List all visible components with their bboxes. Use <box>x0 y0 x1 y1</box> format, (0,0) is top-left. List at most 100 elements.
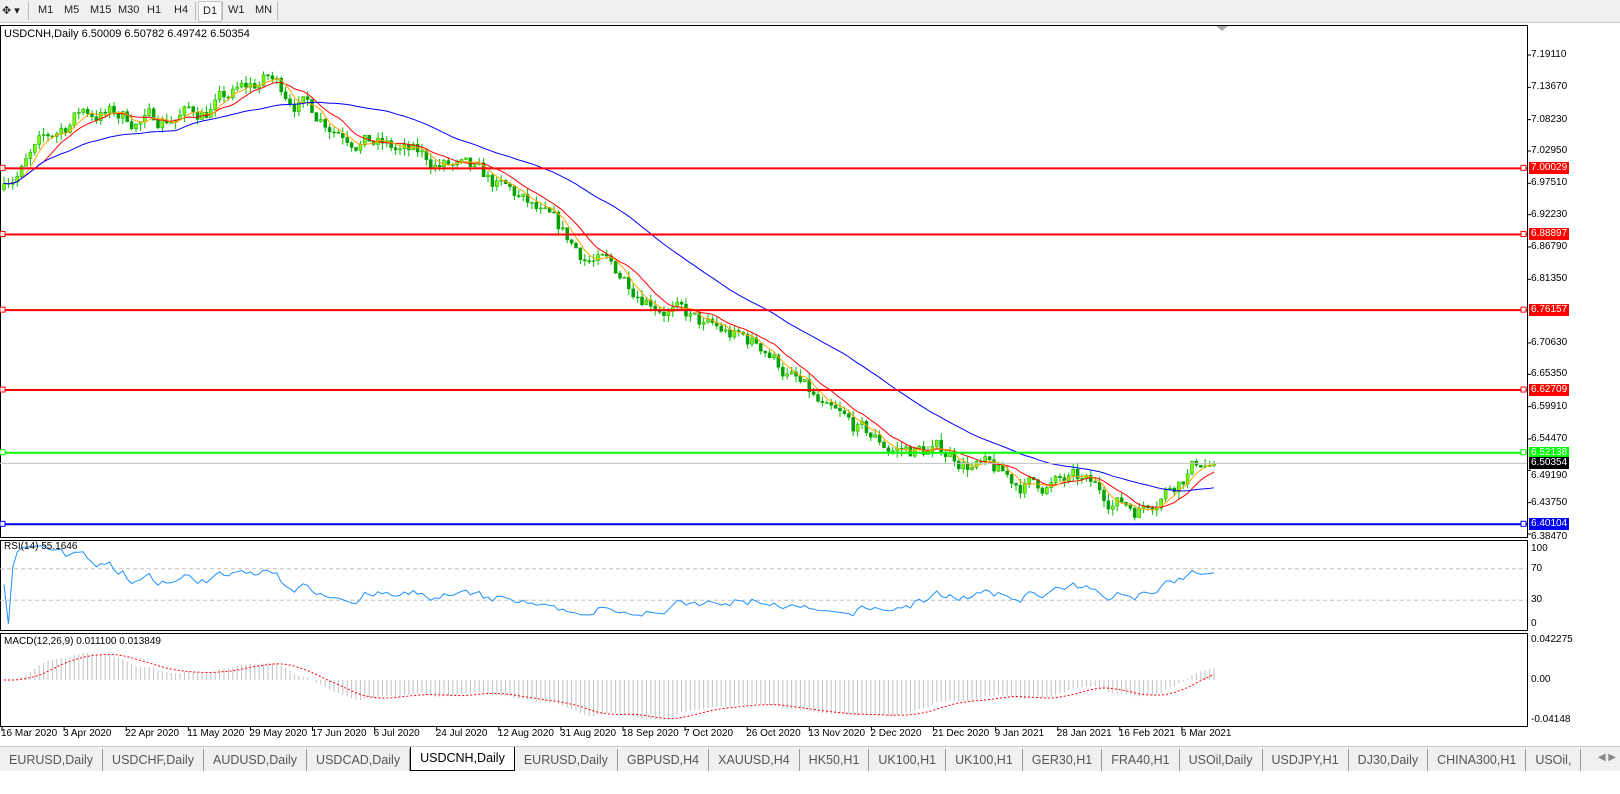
chart-tab[interactable]: USOil, <box>1526 749 1582 771</box>
price-tick: 7.02950 <box>1531 144 1568 156</box>
date-tick: 2 Dec 2020 <box>870 728 922 739</box>
candle <box>600 254 605 256</box>
chart-tab[interactable]: USDCHF,Daily <box>103 749 204 771</box>
candle <box>820 400 825 403</box>
chart-tool-dropdown[interactable]: ✥ ▾ <box>2 5 20 17</box>
chart-tab[interactable]: DJ30,Daily <box>1349 749 1429 771</box>
candle <box>996 464 1001 472</box>
level-handle[interactable] <box>0 306 6 313</box>
price-tick: 6.49190 <box>1531 470 1568 482</box>
candle <box>543 207 547 209</box>
candle <box>842 410 847 414</box>
level-handle[interactable] <box>0 164 6 171</box>
candle <box>525 193 530 203</box>
timeframe-d1[interactable]: D1 <box>198 1 223 22</box>
level-handle[interactable] <box>0 386 6 393</box>
candle <box>156 119 160 129</box>
candle <box>750 337 754 345</box>
candle <box>688 313 693 317</box>
candle <box>305 96 310 100</box>
candle <box>63 128 68 133</box>
candle <box>803 379 807 382</box>
level-price-tag: 6.52138 <box>1529 446 1570 459</box>
candle <box>649 299 653 307</box>
candle <box>825 402 829 404</box>
level-handle[interactable] <box>0 520 6 527</box>
chart-canvas[interactable] <box>0 24 1620 746</box>
chart-tab[interactable]: USDJPY,H1 <box>1263 749 1349 771</box>
candle <box>723 329 728 332</box>
chart-tab[interactable]: EURUSD,Daily <box>515 749 618 771</box>
candle <box>1027 476 1031 484</box>
price-tick: 7.19110 <box>1531 49 1567 60</box>
candle <box>1181 481 1185 485</box>
timeframe-w1[interactable]: W1 <box>228 4 245 16</box>
timeframe-h1[interactable]: H1 <box>147 4 162 16</box>
candle <box>354 147 358 151</box>
candle <box>398 148 402 151</box>
chart-tab[interactable]: AUDUSD,Daily <box>204 749 308 771</box>
timeframe-m5[interactable]: M5 <box>64 4 80 16</box>
timeframe-m1[interactable]: M1 <box>38 4 54 16</box>
rsi-pane <box>0 540 1528 631</box>
candle <box>15 176 19 183</box>
level-price-tag: 6.76157 <box>1529 304 1570 317</box>
candle <box>1058 476 1062 478</box>
moving-average-line <box>3 101 1215 492</box>
timeframe-m30[interactable]: M30 <box>118 4 140 16</box>
level-price-tag: 7.00029 <box>1529 162 1570 175</box>
timeframe-m15[interactable]: M15 <box>90 4 112 16</box>
chart-tab[interactable]: GER30,H1 <box>1023 749 1103 771</box>
candle <box>464 157 468 160</box>
chart-tab[interactable]: XAUUSD,H4 <box>709 749 800 771</box>
candle <box>1133 508 1137 518</box>
level-handle[interactable] <box>1520 449 1527 456</box>
main-pane <box>0 25 1528 538</box>
candle <box>574 242 578 249</box>
candle <box>587 260 591 262</box>
candle <box>622 277 627 279</box>
candle <box>781 367 785 377</box>
timeframe-mn[interactable]: MN <box>255 4 273 16</box>
candle <box>389 140 393 148</box>
chart-tab[interactable]: GBPUSD,H4 <box>618 749 710 771</box>
chart-tab[interactable]: USDCAD,Daily <box>307 749 411 771</box>
tab-scroll-arrows[interactable]: ◀ ▶ <box>1597 752 1616 763</box>
timeframe-h4[interactable]: H4 <box>174 4 189 16</box>
chart-tab[interactable]: USOil,Daily <box>1180 749 1263 771</box>
chart-tab[interactable]: HK50,H1 <box>800 749 870 771</box>
candle <box>72 112 77 126</box>
chart-tab[interactable]: UK100,H1 <box>946 749 1023 771</box>
level-handle[interactable] <box>1520 520 1527 527</box>
chart-tab[interactable]: EURUSD,Daily <box>0 749 104 771</box>
level-handle[interactable] <box>0 230 6 237</box>
level-handle[interactable] <box>1520 306 1527 313</box>
candle <box>631 288 635 298</box>
candle <box>77 112 81 114</box>
candle <box>578 247 583 261</box>
level-handle[interactable] <box>1520 164 1527 171</box>
level-price-tag: 6.62709 <box>1529 384 1570 397</box>
candle <box>323 119 327 128</box>
rsi-tick: 0 <box>1531 618 1537 629</box>
candle <box>2 183 6 190</box>
candle <box>85 108 90 115</box>
candle <box>596 254 600 261</box>
level-handle[interactable] <box>1520 230 1527 237</box>
candle <box>297 102 301 112</box>
chart-tab[interactable]: FRA40,H1 <box>1102 749 1180 771</box>
price-tick: 7.13670 <box>1531 81 1568 93</box>
date-tick: 21 Dec 2020 <box>932 728 990 739</box>
candle <box>1071 469 1075 476</box>
candle <box>1040 487 1045 494</box>
level-handle[interactable] <box>1520 386 1527 393</box>
candle <box>785 373 789 377</box>
chart-tab[interactable]: CHINA300,H1 <box>1428 749 1527 771</box>
candle <box>1009 474 1014 484</box>
chart-tab[interactable]: UK100,H1 <box>869 749 947 771</box>
chart-tab[interactable]: USDCNH,Daily <box>410 747 515 771</box>
candle <box>530 202 534 204</box>
candle <box>1128 504 1133 509</box>
date-tick: 22 Apr 2020 <box>125 728 180 739</box>
level-handle[interactable] <box>0 449 6 456</box>
